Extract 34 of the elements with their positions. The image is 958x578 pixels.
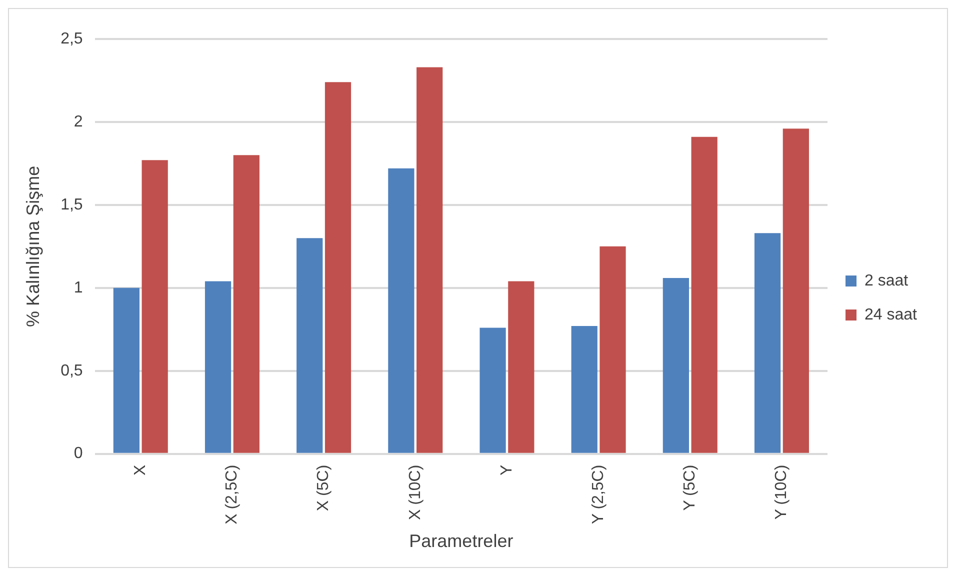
y-tick-label: 0 <box>74 445 83 462</box>
bar <box>571 326 598 453</box>
bar <box>113 288 140 453</box>
bar <box>662 278 690 453</box>
bar <box>600 246 626 453</box>
x-tick-label: Y (10C) <box>773 464 790 520</box>
x-tick-label: Y (2,5C) <box>590 464 607 524</box>
bar <box>296 238 323 453</box>
bar <box>508 281 534 453</box>
y-tick-label: 0,5 <box>60 362 83 380</box>
bar <box>754 233 781 453</box>
legend-label: 24 saat <box>864 306 918 324</box>
x-tick-label: Y <box>498 464 516 476</box>
bar <box>204 281 232 453</box>
y-axis-title: % Kalınlığına Şişme <box>22 166 43 327</box>
bar <box>142 160 168 453</box>
bar <box>233 155 260 453</box>
bar <box>416 67 443 453</box>
y-tick-label: 1,5 <box>60 196 83 214</box>
bar <box>388 168 414 453</box>
y-tick-label: 2 <box>74 113 83 130</box>
x-tick-label: X (5C) <box>315 464 332 512</box>
bar <box>324 82 352 453</box>
bar <box>691 136 718 453</box>
bar <box>480 328 506 453</box>
x-axis-title: Parametreler <box>409 531 514 552</box>
x-tick-label: X <box>132 464 150 476</box>
x-tick-label: Y (5C) <box>682 464 699 511</box>
bar <box>782 128 809 453</box>
legend-label: 2 saat <box>864 272 909 290</box>
x-tick-label: X (2,5C) <box>224 464 241 524</box>
x-tick-label: X (10C) <box>406 464 424 520</box>
y-tick-label: 1 <box>74 279 83 296</box>
y-tick-label: 2,5 <box>60 30 83 48</box>
